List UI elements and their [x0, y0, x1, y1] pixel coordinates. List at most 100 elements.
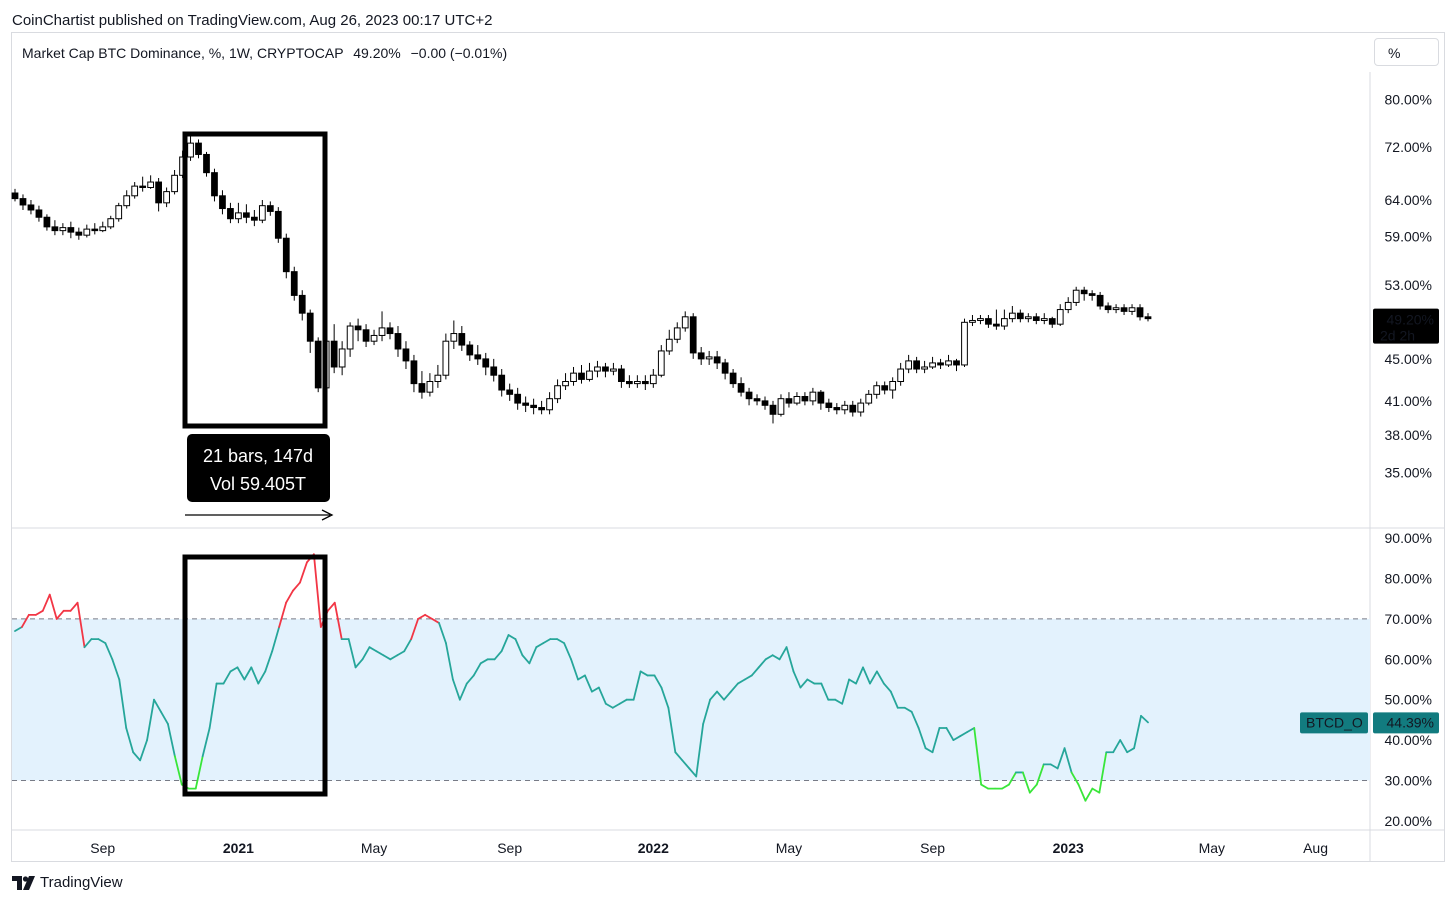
candle-body [873, 385, 881, 395]
candle-body [657, 350, 665, 376]
candle [681, 311, 689, 332]
osc-segment [632, 670, 642, 701]
osc-segment [514, 638, 524, 657]
candle [586, 362, 593, 382]
candle-body [610, 368, 617, 372]
measure-line-bars: 21 bars, 147d [203, 446, 313, 466]
candle-body [626, 380, 633, 385]
osc-segment [848, 678, 857, 685]
candle [881, 381, 889, 395]
tradingview-logo-icon [12, 875, 35, 890]
osc-segment [410, 617, 420, 640]
candle-body [75, 231, 83, 236]
osc-segment [952, 735, 962, 742]
osc-segment [403, 638, 413, 653]
candle [1096, 291, 1104, 310]
candle [139, 176, 147, 192]
candle [514, 387, 522, 410]
osc-segment [820, 682, 830, 701]
osc-segment [855, 666, 864, 685]
candle [235, 202, 242, 224]
osc-segment [21, 613, 30, 628]
candle-body [155, 181, 162, 204]
osc-segment [472, 662, 482, 677]
symbol-title: Market Cap BTC Dominance, %, 1W, CRYPTOC… [22, 45, 344, 61]
osc-tick-label: 70.00% [1385, 611, 1432, 627]
candle-body [354, 325, 362, 331]
candle-body [67, 227, 75, 233]
candle-body [115, 205, 123, 220]
candle-body [737, 383, 745, 393]
candle [857, 398, 865, 417]
osc-tick-label: 20.00% [1385, 813, 1432, 829]
osc-segment [695, 723, 705, 778]
osc-value-badge: BTCD_O 44.39% [1300, 712, 1439, 734]
last-price-badge-value: 49.20% [1387, 312, 1434, 328]
time-tick-label: Sep [497, 840, 522, 856]
candle [402, 341, 410, 370]
percent-scale-button[interactable]: % [1374, 38, 1439, 66]
osc-segment [1008, 771, 1017, 786]
osc-segment [792, 670, 802, 689]
osc-tick-label: 40.00% [1385, 732, 1432, 748]
osc-segment [966, 727, 976, 733]
price-range-box[interactable] [182, 131, 328, 429]
candle [91, 223, 99, 235]
osc-segment [1001, 783, 1010, 790]
osc-segment [292, 581, 301, 592]
candle [1001, 309, 1008, 330]
osc-segment [757, 658, 767, 669]
candle-body [378, 327, 386, 336]
candle-body [250, 216, 258, 221]
candle-body [211, 172, 218, 197]
osc-tick-label: 60.00% [1385, 651, 1432, 667]
candle [633, 375, 641, 388]
candle [386, 322, 394, 340]
osc-segment [264, 650, 274, 673]
osc-range-box[interactable] [182, 554, 328, 797]
candle [817, 390, 825, 410]
candle-body [490, 366, 498, 376]
candle [258, 200, 266, 224]
osc-band [12, 618, 1370, 781]
candle [43, 214, 51, 231]
candle-body [1016, 312, 1024, 320]
osc-segment [396, 650, 406, 657]
price-tick-label: 72.00% [1385, 139, 1432, 155]
candle [211, 168, 218, 202]
candle-body [506, 389, 514, 395]
time-tick-label: 2022 [638, 840, 669, 856]
candle [785, 392, 793, 408]
candle-body [83, 228, 91, 236]
osc-segment [869, 670, 878, 685]
candle-body [633, 380, 641, 385]
candle-body [51, 226, 59, 232]
candle [203, 151, 210, 177]
candles [11, 133, 1152, 424]
price-tick-label: 41.00% [1385, 393, 1432, 409]
price-tick-label: 64.00% [1385, 192, 1432, 208]
osc-segment [1091, 787, 1101, 794]
candle-body [1024, 316, 1032, 320]
osc-segment [1077, 783, 1087, 802]
candle [1008, 305, 1016, 323]
osc-value-badge-text: 44.39% [1387, 714, 1434, 730]
candle [147, 175, 155, 189]
candle-body [649, 374, 657, 385]
measure-tooltip: 21 bars, 147d Vol 59.405T [187, 434, 330, 502]
candle [227, 202, 234, 224]
candle [370, 329, 378, 346]
candle [51, 220, 59, 236]
candle [498, 369, 506, 397]
osc-segment [299, 561, 308, 584]
time-tick-label: Aug [1303, 840, 1328, 856]
osc-segment [611, 702, 621, 709]
candle-body [187, 142, 194, 158]
candle-body [99, 226, 107, 232]
brand-logo[interactable]: TradingView [12, 874, 123, 891]
candle [961, 318, 968, 367]
candle [745, 387, 753, 406]
candle [897, 362, 905, 386]
candle-body [881, 385, 889, 391]
